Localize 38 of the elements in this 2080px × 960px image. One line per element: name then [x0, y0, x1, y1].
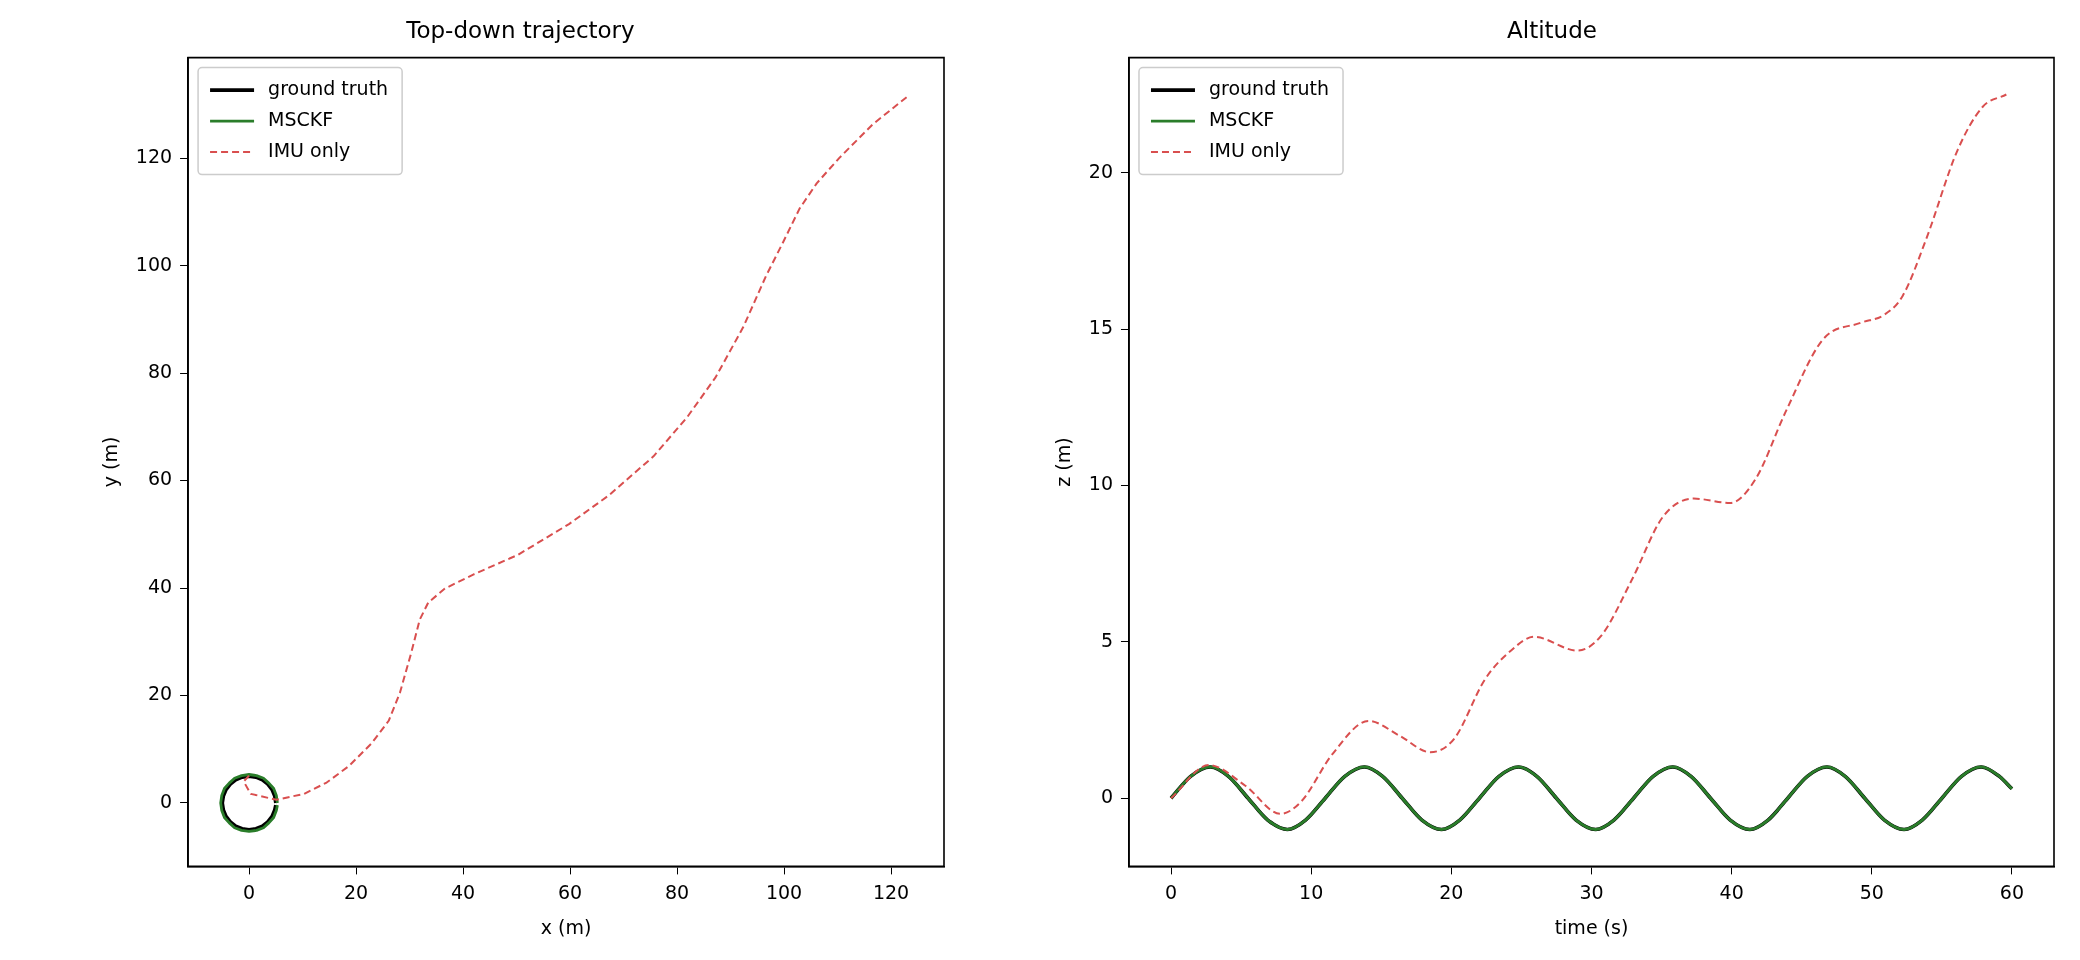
y-tick-label: 10	[1088, 472, 1113, 495]
y-tick-label: 100	[135, 252, 173, 275]
y-tick-label: 0	[1100, 785, 1113, 808]
chart-title: Altitude	[1507, 16, 1597, 43]
x-tick-label: 0	[1164, 880, 1178, 903]
y-tick-label: 5	[1100, 628, 1113, 651]
x-tick-label: 60	[1999, 880, 2025, 903]
legend-label: MSCKF	[1208, 108, 1275, 131]
y-tick-label: 40	[147, 574, 173, 597]
legend-label: MSCKF	[268, 108, 334, 131]
y-tick-label: 20	[147, 682, 173, 705]
x-tick-label: 120	[872, 880, 910, 903]
y-axis-title: z (m)	[1052, 437, 1075, 487]
y-axis-title: y (m)	[99, 436, 122, 488]
y-tick-label: 15	[1088, 316, 1113, 339]
y-tick-label: 120	[135, 145, 173, 168]
x-tick-label: 20	[1439, 880, 1464, 903]
legend-label: ground truth	[1208, 77, 1330, 100]
x-axis-title: time (s)	[1554, 915, 1629, 938]
x-tick-label: 60	[557, 880, 583, 903]
x-tick-label: 80	[664, 880, 690, 903]
legend-label: IMU only	[1208, 139, 1292, 162]
x-tick-label: 100	[765, 880, 803, 903]
x-tick-label: 40	[450, 880, 476, 903]
y-tick-label: 0	[159, 789, 173, 812]
x-tick-label: 0	[243, 880, 256, 903]
chart-title: Top-down trajectory	[405, 16, 635, 43]
x-axis-title: x (m)	[540, 915, 592, 938]
y-tick-label: 80	[147, 360, 173, 382]
y-tick-label: 60	[147, 467, 173, 490]
x-tick-label: 20	[343, 880, 369, 903]
x-tick-label: 30	[1579, 880, 1604, 903]
y-tick-label: 20	[1088, 159, 1113, 182]
x-tick-label: 40	[1719, 880, 1744, 903]
legend-label: IMU only	[268, 139, 351, 162]
legend-label: ground truth	[268, 77, 389, 100]
x-tick-label: 10	[1299, 880, 1324, 903]
x-tick-label: 50	[1859, 880, 1884, 903]
